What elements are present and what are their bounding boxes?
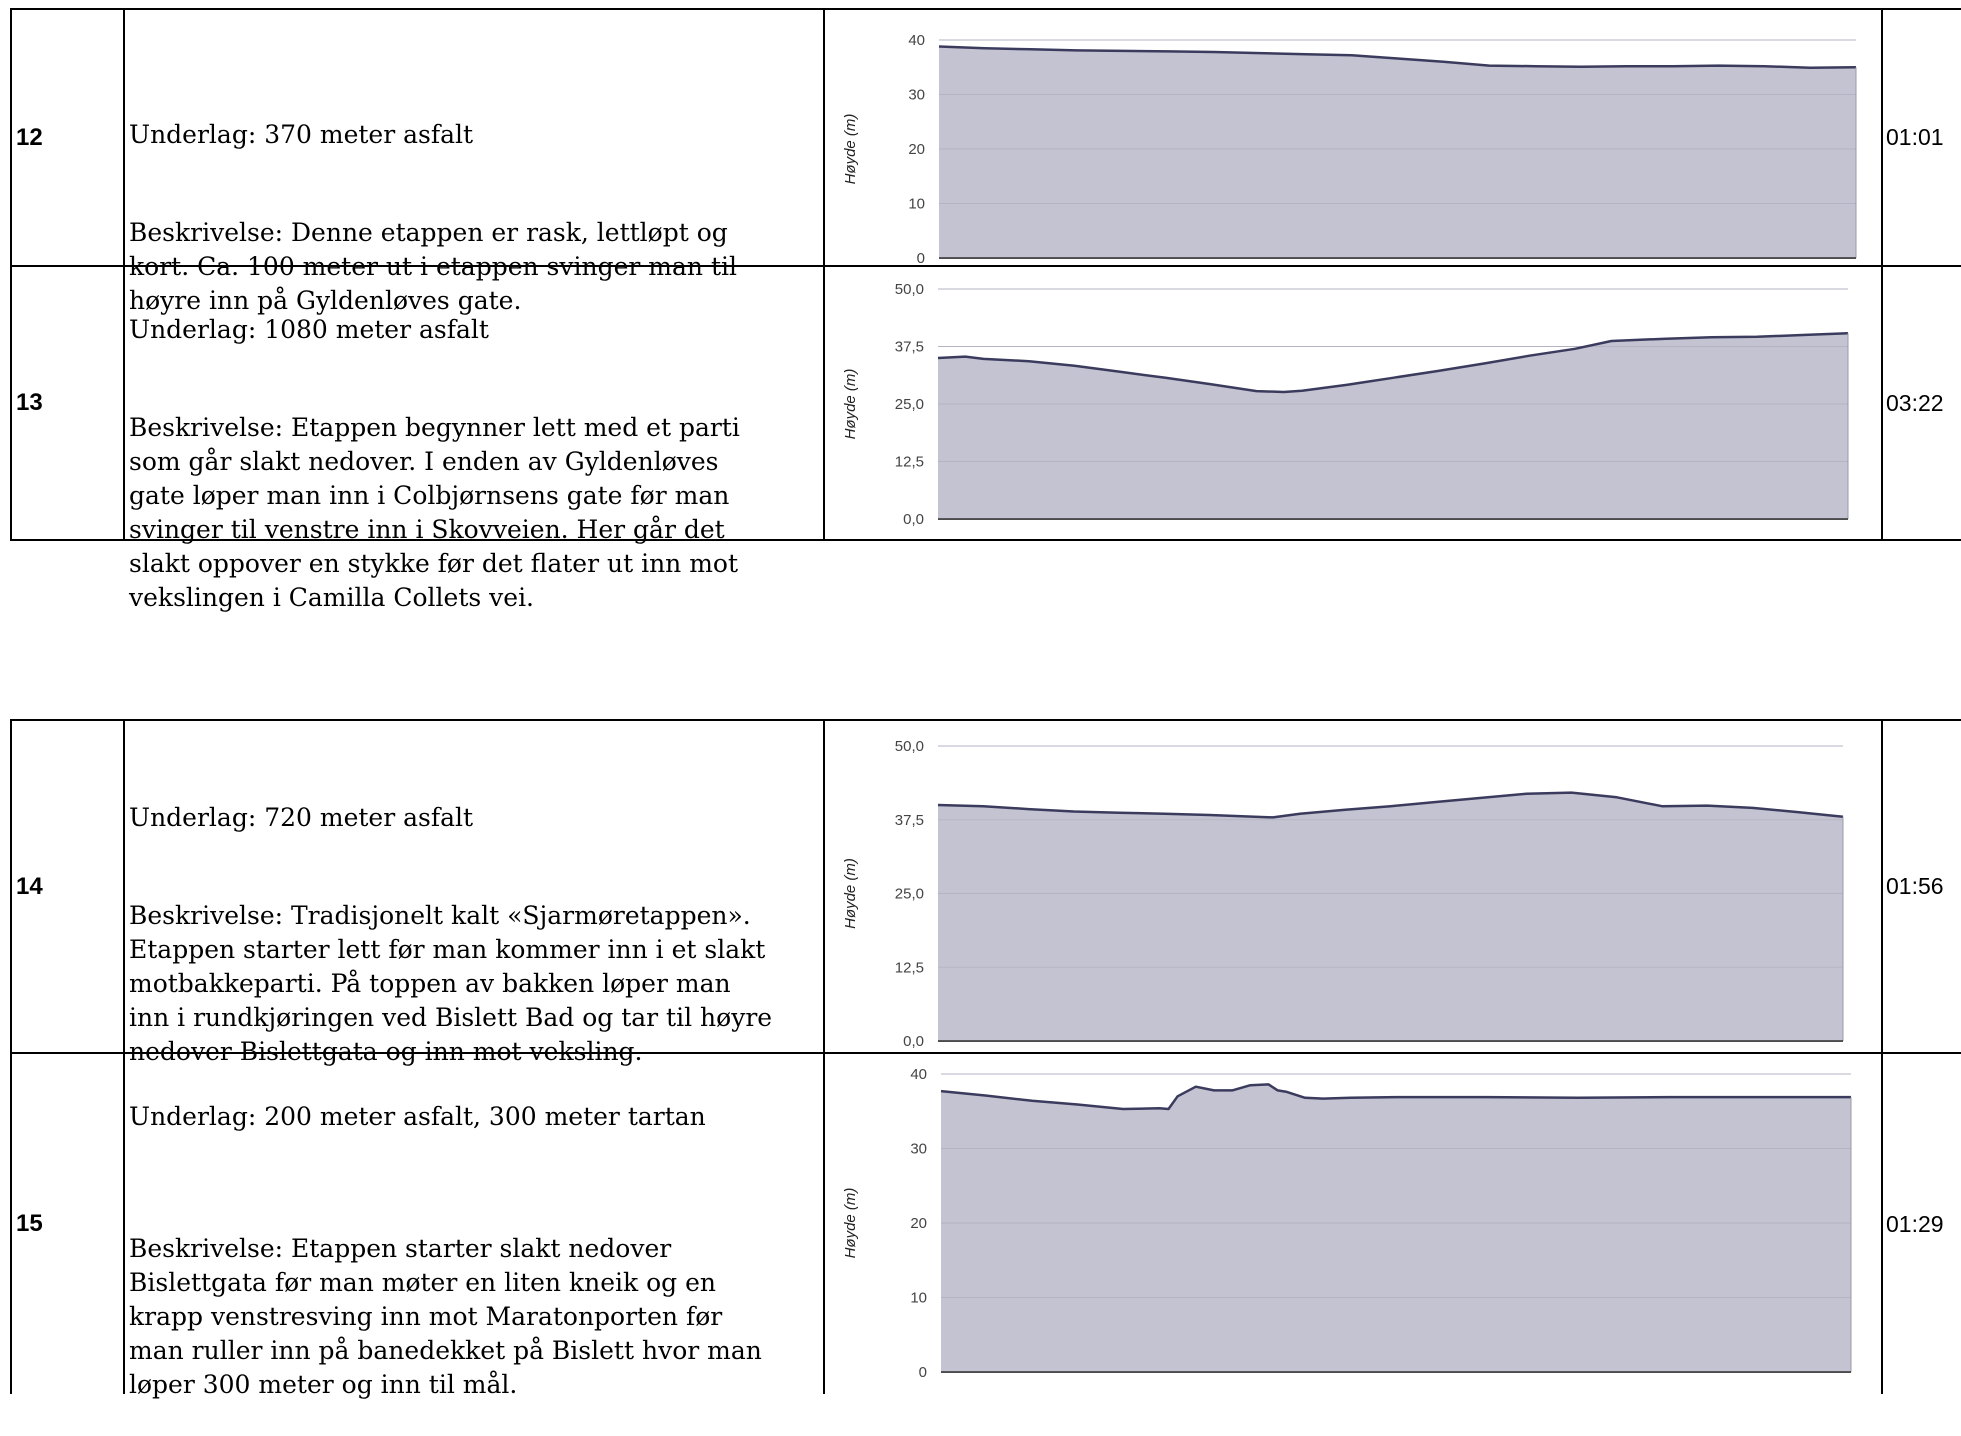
y-tick-label: 37,5 xyxy=(895,812,924,829)
stage-number: 15 xyxy=(12,1054,125,1394)
y-axis-label: Høyde (m) xyxy=(842,858,859,929)
y-tick-label: 30 xyxy=(910,1141,927,1158)
stage-table-2: 14 Underlag: 720 meter asfalt Beskrivels… xyxy=(10,719,1961,1399)
y-tick-label: 30 xyxy=(908,87,925,104)
description-text: Beskrivelse: Tradisjonelt kalt «Sjarmøre… xyxy=(129,901,773,1066)
y-tick-label: 12,5 xyxy=(895,454,924,471)
elevation-chart-cell: 0,0 12,5 25,0 37,5 50,0 Høyde (m) xyxy=(825,721,1883,1052)
surface-text: Underlag: 720 meter asfalt xyxy=(129,803,474,832)
elevation-chart: 0 10 20 30 40 Høyde (m) xyxy=(842,32,1857,265)
surface-text: Underlag: 200 meter asfalt, 300 meter ta… xyxy=(129,1102,706,1131)
stage-time: 03:22 xyxy=(1886,389,1944,416)
stage-table-1: 12 Underlag: 370 meter asfalt Beskrivels… xyxy=(10,8,1961,612)
table-row: 12 Underlag: 370 meter asfalt Beskrivels… xyxy=(12,10,1961,315)
y-tick-label: 50,0 xyxy=(895,738,924,755)
elevation-line xyxy=(938,45,1857,70)
elevation-area xyxy=(938,792,1843,1041)
elevation-chart-cell: 0,0 12,5 25,0 37,5 50,0 Høyde (m) xyxy=(825,267,1883,539)
stage-time: 01:01 xyxy=(1886,124,1944,150)
y-tick-label: 40 xyxy=(908,32,925,49)
y-tick-label: 0 xyxy=(919,1364,927,1381)
y-tick-label: 10 xyxy=(908,196,925,213)
stage-number: 13 xyxy=(12,267,125,539)
elevation-chart: 0,0 12,5 25,0 37,5 50,0 Høyde (m) xyxy=(842,738,1844,1050)
surface-text: Underlag: 370 meter asfalt xyxy=(129,120,474,149)
y-tick-label: 20 xyxy=(908,141,925,158)
stage-description-cell: Underlag: 370 meter asfalt Beskrivelse: … xyxy=(125,10,825,315)
y-axis-label: Høyde (m) xyxy=(842,369,859,440)
y-tick-label: 0,0 xyxy=(903,511,924,528)
y-tick-label: 10 xyxy=(910,1290,927,1307)
y-tick-label: 0,0 xyxy=(903,1033,924,1050)
elevation-area xyxy=(938,333,1848,519)
stage-time: 01:56 xyxy=(1886,873,1944,899)
y-tick-label: 50,0 xyxy=(895,281,924,298)
y-tick-label: 25,0 xyxy=(895,886,924,903)
elevation-line xyxy=(937,791,1844,819)
elevation-chart-cell: 0 10 20 30 40 Høyde (m) xyxy=(825,1054,1883,1394)
stage-number: 12 xyxy=(12,10,125,265)
elevation-chart: 0,0 12,5 25,0 37,5 50,0 Høyde (m) xyxy=(842,281,1849,528)
stage-number: 14 xyxy=(12,721,125,1052)
y-tick-label: 0 xyxy=(917,250,925,265)
y-tick-label: 37,5 xyxy=(895,339,924,356)
y-axis-label: Høyde (m) xyxy=(842,1188,859,1259)
description-text: Beskrivelse: Etappen starter slakt nedov… xyxy=(129,1234,762,1399)
y-axis-label: Høyde (m) xyxy=(842,114,859,185)
table-row: 13 Underlag: 1080 meter asfalt Beskrivel… xyxy=(12,267,1961,612)
description-text: Beskrivelse: Etappen begynner lett med e… xyxy=(129,413,740,612)
description-text: Beskrivelse: Denne etappen er rask, lett… xyxy=(129,218,737,315)
elevation-chart: 0 10 20 30 40 Høyde (m) xyxy=(842,1066,1852,1381)
stage-description-cell: Underlag: 1080 meter asfalt Beskrivelse:… xyxy=(125,267,825,612)
y-tick-label: 40 xyxy=(910,1066,927,1083)
elevation-area xyxy=(941,1084,1851,1372)
surface-text: Underlag: 1080 meter asfalt xyxy=(129,315,489,344)
table-row: 15 Underlag: 200 meter asfalt, 300 meter… xyxy=(12,1054,1961,1399)
elevation-line xyxy=(937,331,1849,394)
y-tick-label: 20 xyxy=(910,1215,927,1232)
elevation-area xyxy=(939,46,1856,258)
table-row: 14 Underlag: 720 meter asfalt Beskrivels… xyxy=(12,721,1961,1066)
elevation-chart-cell: 0 10 20 30 40 Høyde (m) xyxy=(825,10,1883,265)
elevation-line xyxy=(940,1083,1851,1111)
stage-description-cell: Underlag: 720 meter asfalt Beskrivelse: … xyxy=(125,721,825,1066)
stage-time: 01:29 xyxy=(1886,1210,1944,1237)
y-tick-label: 12,5 xyxy=(895,959,924,976)
stage-description-cell: Underlag: 200 meter asfalt, 300 meter ta… xyxy=(125,1054,825,1399)
y-tick-label: 25,0 xyxy=(895,396,924,413)
